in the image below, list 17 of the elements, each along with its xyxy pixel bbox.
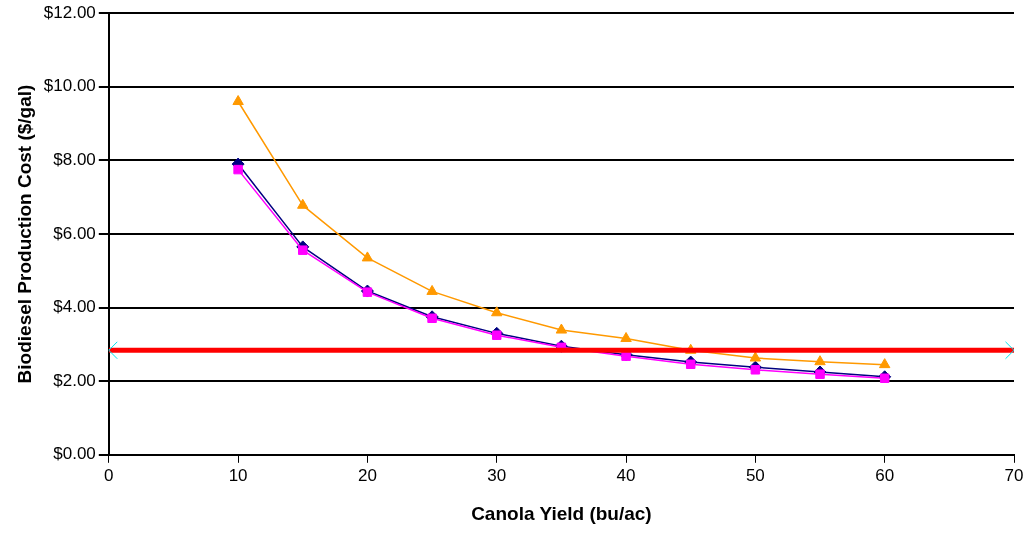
y-tick-label: $2.00	[53, 370, 96, 390]
y-tick-label: $4.00	[53, 297, 96, 317]
y-tick-label: $0.00	[53, 444, 96, 464]
x-tick-label: 30	[487, 465, 507, 485]
y-tick-label: $10.00	[43, 76, 96, 96]
y-tick-label: $8.00	[53, 150, 96, 170]
x-tick-label: 10	[228, 465, 248, 485]
x-tick-label: 20	[357, 465, 377, 485]
x-tick-label: 60	[875, 465, 895, 485]
y-axis-title: Biodiesel Production Cost ($/gal)	[13, 84, 35, 384]
x-tick-label: 40	[616, 465, 636, 485]
y-tick-label: $12.00	[43, 2, 96, 22]
x-tick-label: 0	[104, 465, 114, 485]
y-tick-label: $6.00	[53, 223, 96, 243]
x-tick-label: 50	[745, 465, 765, 485]
x-axis-title: Canola Yield (bu/ac)	[471, 502, 652, 524]
x-tick-label: 70	[1004, 465, 1024, 485]
